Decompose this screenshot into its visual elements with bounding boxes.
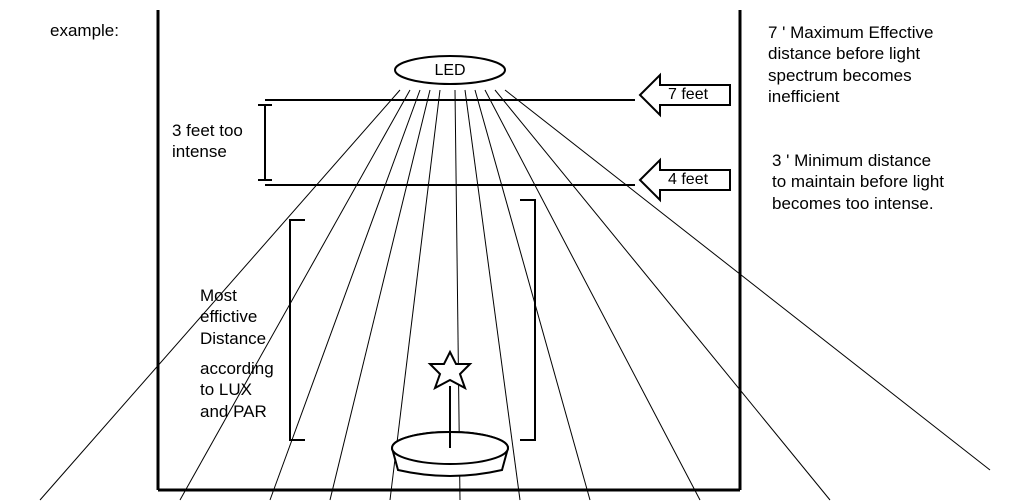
intense-label: 3 feet too intense (172, 120, 243, 163)
arrow-bottom-label: 4 feet (668, 171, 708, 189)
min-label: 3 ' Minimum distance to maintain before … (772, 150, 944, 214)
diagram-canvas: example: LED 7 feet 4 feet 3 feet too in… (0, 0, 1024, 504)
led-label: LED (430, 62, 470, 80)
effective-sub-label: according to LUX and PAR (200, 358, 274, 422)
max-label: 7 ' Maximum Effective distance before li… (768, 22, 933, 107)
effective-label: Most effictive Distance (200, 285, 266, 349)
title-label: example: (50, 20, 119, 41)
arrow-top-label: 7 feet (668, 86, 708, 104)
